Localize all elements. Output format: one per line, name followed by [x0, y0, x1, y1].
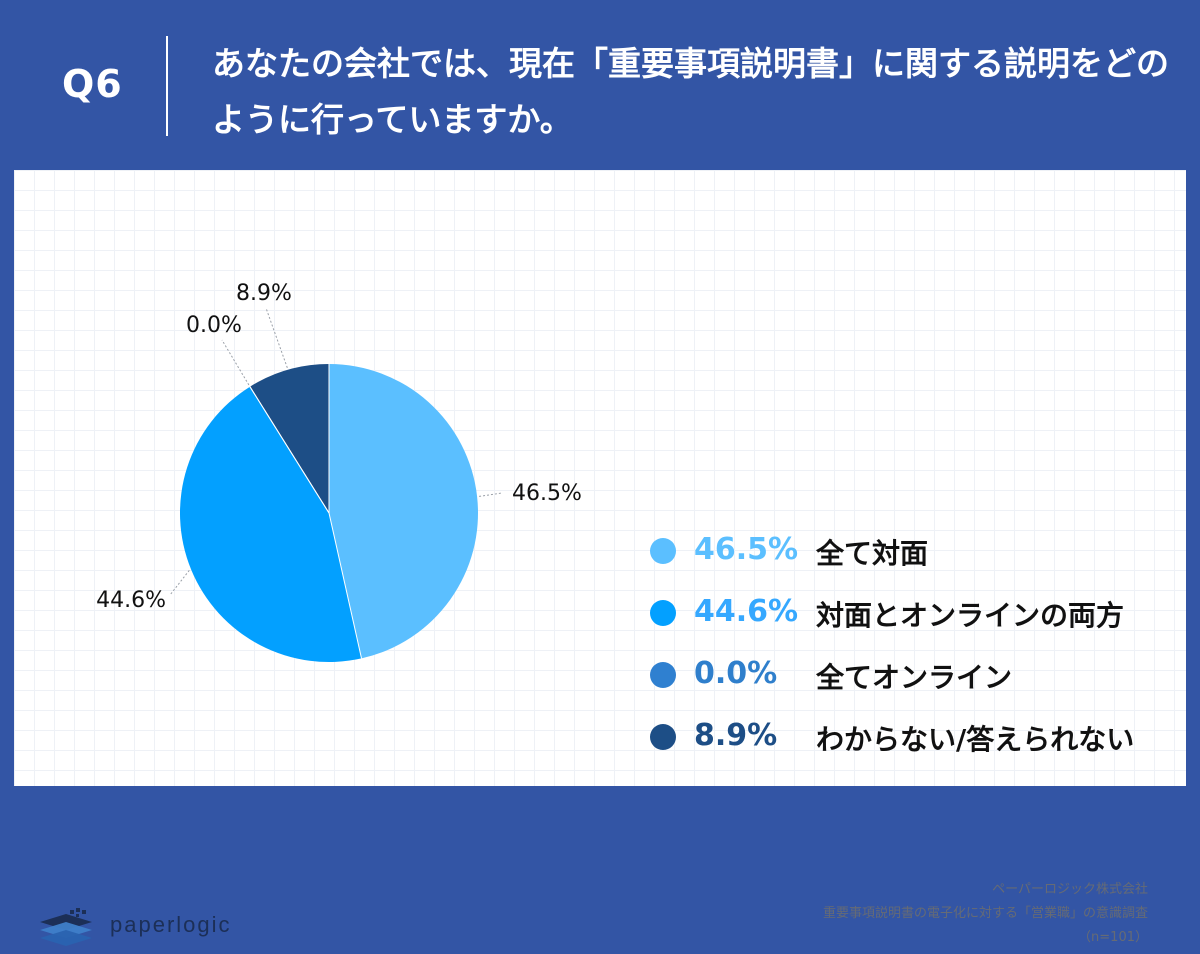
header: Q6 あなたの会社では、現在「重要事項説明書」に関する説明をどのように行っていま… — [0, 0, 1200, 168]
pie-value-label-3: 8.9% — [236, 281, 292, 306]
legend-dot-icon — [650, 724, 676, 750]
legend-percent: 46.5% — [694, 532, 799, 567]
slice-separator-3 — [249, 386, 330, 514]
legend-item: 0.0% 全てオンライン — [638, 650, 1198, 694]
pie-value-label-0: 46.5% — [512, 481, 582, 506]
legend-label: 全てオンライン — [816, 661, 1013, 694]
source-company: ペーパーロジック株式会社 — [992, 882, 1148, 897]
source-sample: （n=101） — [1078, 930, 1148, 945]
chart-panel: 46.5% 44.6% 0.0% 8.9% 46.5% 全て対面 44.6% 対面とオンライ… — [14, 170, 1186, 946]
legend-item: 44.6% 対面とオンラインの両方 — [638, 588, 1198, 632]
pie-slice-3 — [249, 364, 329, 513]
paperlogic-logo: paperlogic — [36, 900, 256, 950]
legend-item: 46.5% 全て対面 — [638, 526, 1198, 570]
question-number: Q6 — [62, 62, 123, 106]
question-text: あなたの会社では、現在「重要事項説明書」に関する説明をどのように行っていますか。 — [212, 44, 1169, 139]
legend-dot-icon — [650, 538, 676, 564]
legend-percent: 0.0% — [694, 656, 778, 691]
pie-value-label-2: 0.0% — [186, 313, 242, 338]
pie-slice-1 — [179, 386, 362, 662]
legend-item: 8.9% わからない/答えられない — [638, 712, 1198, 756]
pie-value-label-1: 44.6% — [96, 588, 166, 613]
legend-percent: 44.6% — [694, 594, 799, 629]
leader-line-2 — [221, 339, 250, 386]
source-note: ペーパーロジック株式会社 重要事項説明書の電子化に対する「営業職」の意識調査 （… — [823, 878, 1148, 950]
legend-label: 全て対面 — [816, 537, 929, 570]
leader-line-1 — [169, 570, 190, 596]
legend-label: 対面とオンラインの両方 — [816, 599, 1125, 632]
slice-separator-1 — [328, 512, 362, 659]
leader-line-0 — [479, 492, 503, 497]
source-survey: 重要事項説明書の電子化に対する「営業職」の意識調査 — [822, 906, 1148, 921]
pie-slice-0 — [329, 364, 479, 659]
legend-dot-icon — [650, 662, 676, 688]
logo-mark-icon — [40, 908, 92, 946]
legend-label: わからない/答えられない — [816, 723, 1135, 756]
pie-chart: 46.5% 44.6% 0.0% 8.9% — [96, 281, 582, 662]
header-divider — [166, 36, 168, 136]
legend-dot-icon — [650, 600, 676, 626]
legend-percent: 8.9% — [694, 718, 778, 753]
leader-line-3 — [265, 307, 288, 369]
logo-text: paperlogic — [110, 912, 232, 937]
